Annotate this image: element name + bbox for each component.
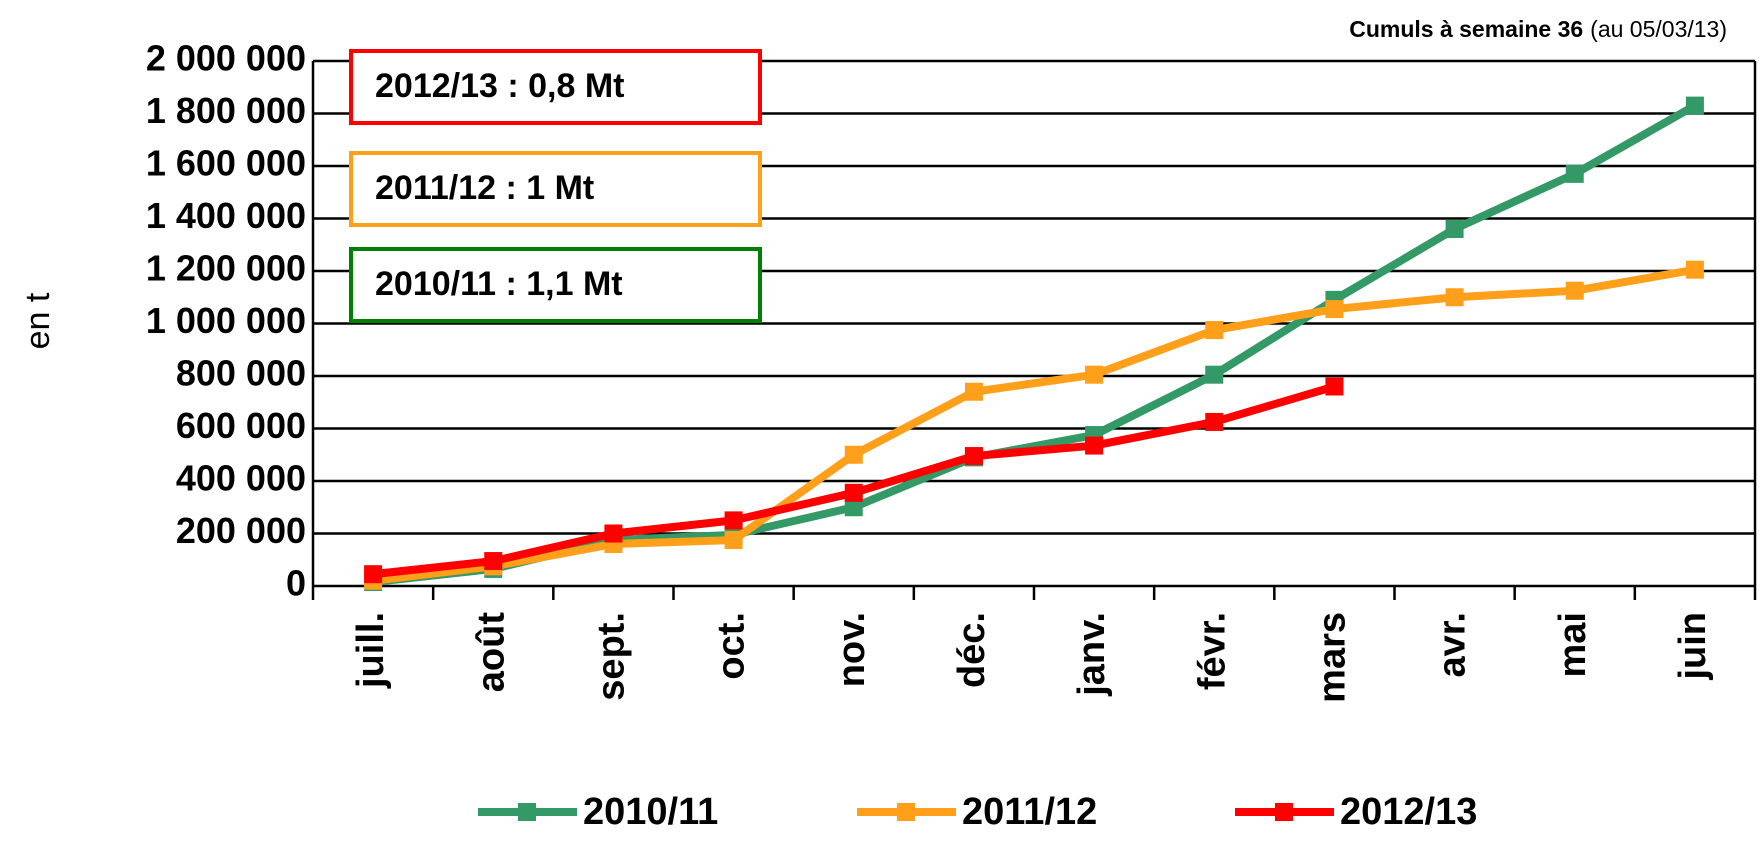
- x-tick-label: sept.: [590, 612, 632, 701]
- y-tick-label: 200 000: [176, 510, 306, 551]
- marker: [604, 524, 623, 543]
- legend-marker: [897, 803, 915, 821]
- x-tick-label: mai: [1552, 612, 1594, 677]
- marker: [1445, 288, 1464, 307]
- y-tick-label: 800 000: [176, 353, 306, 394]
- y-tick-label: 1 200 000: [146, 248, 306, 289]
- annotation: 2010/11 : 1,1 Mt: [375, 265, 623, 303]
- x-tick-label: juill.: [350, 612, 392, 689]
- marker: [844, 445, 863, 464]
- x-tick-label: nov.: [831, 612, 873, 687]
- marker: [844, 483, 863, 502]
- y-tick-label: 600 000: [176, 405, 306, 446]
- marker: [1205, 412, 1224, 431]
- chart-title: Cumuls à semaine 36: [1349, 16, 1583, 42]
- x-tick-label: août: [470, 612, 512, 693]
- y-tick-label: 1 600 000: [146, 143, 306, 184]
- legend-marker: [518, 803, 536, 821]
- annotation: 2011/12 : 1 Mt: [375, 169, 594, 207]
- marker: [1565, 281, 1584, 300]
- x-tick-label: juin: [1672, 612, 1714, 681]
- marker: [364, 565, 383, 584]
- marker: [1085, 365, 1104, 384]
- x-tick-label: déc.: [951, 612, 993, 688]
- legend-label: 2010/11: [583, 791, 718, 833]
- marker: [1565, 164, 1584, 183]
- y-tick-label: 1 400 000: [146, 195, 306, 236]
- marker: [1445, 220, 1464, 238]
- y-tick-label: 0: [286, 563, 306, 604]
- legend-marker: [1275, 803, 1293, 821]
- marker: [844, 498, 863, 517]
- x-tick-label: janv.: [1071, 612, 1113, 697]
- series-line: [372, 265, 1696, 585]
- legend-label: 2011/12: [962, 791, 1097, 833]
- x-tick-label: avr.: [1432, 612, 1474, 678]
- annotation: 2012/13 : 0,8 Mt: [375, 67, 624, 105]
- annotation-box: [349, 151, 762, 227]
- marker: [724, 511, 743, 530]
- annotation-box: [349, 247, 762, 323]
- x-tick-label: févr.: [1191, 612, 1233, 690]
- marker: [1205, 321, 1224, 340]
- marker: [1205, 365, 1224, 384]
- y-tick-label: 1 000 000: [146, 300, 306, 341]
- marker: [1685, 260, 1704, 279]
- y-tick-label: 2 000 000: [146, 38, 306, 79]
- marker: [1325, 377, 1344, 396]
- chart-title-group: Cumuls à semaine 36 (au 05/03/13): [1349, 16, 1727, 42]
- y-tick-label: 400 000: [176, 458, 306, 499]
- marker: [1685, 96, 1704, 115]
- marker: [484, 552, 503, 571]
- x-tick-label: oct.: [711, 612, 753, 680]
- y-axis-label: en t: [19, 292, 57, 349]
- marker: [964, 447, 983, 466]
- marker: [1085, 436, 1104, 455]
- y-tick-label: 1 800 000: [146, 90, 306, 131]
- chart-subtitle: (au 05/03/13): [1590, 16, 1727, 42]
- annotation-box: [349, 49, 762, 125]
- marker: [964, 382, 983, 401]
- marker: [724, 531, 743, 550]
- legend-label: 2012/13: [1340, 791, 1477, 833]
- marker: [1325, 300, 1344, 319]
- x-tick-label: mars: [1311, 612, 1353, 703]
